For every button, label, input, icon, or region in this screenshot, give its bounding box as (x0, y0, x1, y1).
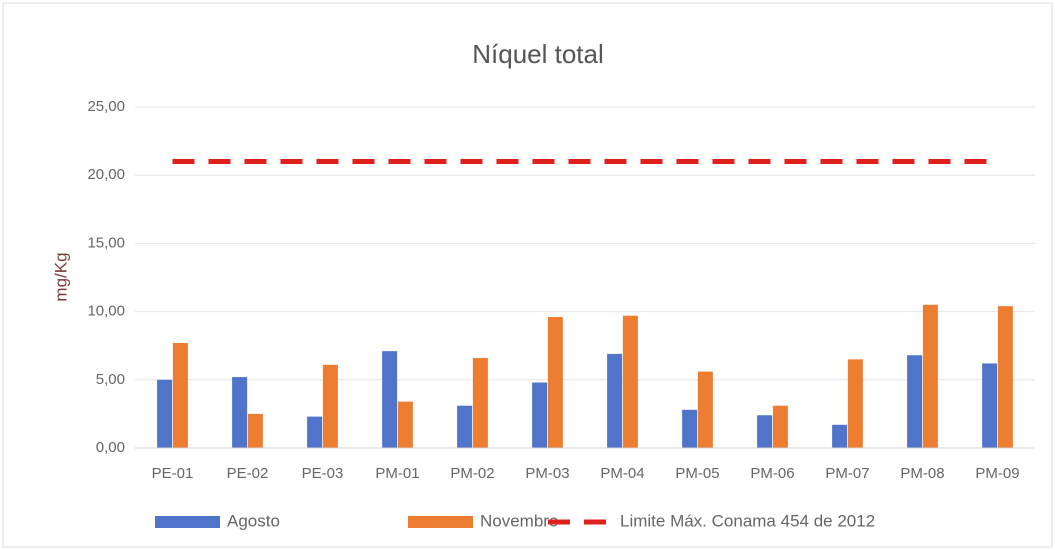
bar (772, 405, 788, 448)
bar (982, 363, 998, 448)
x-tick-label: PE-02 (227, 465, 269, 482)
bar (532, 382, 548, 448)
bar (622, 315, 638, 448)
x-tick-label: PM-01 (375, 465, 419, 482)
x-tick-label: PE-01 (152, 465, 194, 482)
legend-label: Novembro (480, 511, 558, 530)
x-tick-label: PM-02 (450, 465, 494, 482)
y-tick-label: 10,00 (87, 303, 125, 320)
legend-label: Limite Máx. Conama 454 de 2012 (620, 511, 875, 530)
bar (307, 416, 323, 448)
x-tick-label: PM-07 (825, 465, 869, 482)
x-tick-label: PM-09 (975, 465, 1019, 482)
x-tick-label: PM-04 (600, 465, 644, 482)
y-axis-label: mg/Kg (51, 252, 70, 301)
bar (607, 353, 623, 448)
bar (397, 401, 413, 448)
bar (232, 377, 248, 448)
bar (682, 409, 698, 448)
bar (907, 355, 923, 448)
bar (697, 371, 713, 448)
bar (997, 306, 1013, 448)
bar (832, 424, 848, 448)
bar (157, 379, 173, 448)
bar (472, 357, 488, 448)
bar (172, 342, 188, 448)
x-tick-label: PM-06 (750, 465, 794, 482)
y-tick-label: 15,00 (87, 234, 125, 251)
x-tick-label: PE-03 (302, 465, 344, 482)
bar (547, 317, 563, 448)
bar (757, 415, 773, 448)
x-tick-label: PM-03 (525, 465, 569, 482)
chart-title: Níquel total (472, 39, 604, 69)
x-tick-label: PM-05 (675, 465, 719, 482)
legend-swatch (408, 516, 473, 528)
legend-swatch (155, 516, 220, 528)
bar (847, 359, 863, 448)
bar (382, 351, 398, 448)
x-tick-label: PM-08 (900, 465, 944, 482)
bar (247, 413, 263, 448)
y-tick-label: 20,00 (87, 166, 125, 183)
bar (322, 364, 338, 448)
bar (922, 304, 938, 448)
y-tick-label: 25,00 (87, 98, 125, 115)
legend-label: Agosto (227, 511, 280, 530)
y-tick-label: 5,00 (96, 371, 125, 388)
y-tick-label: 0,00 (96, 439, 125, 456)
bar (457, 405, 473, 448)
